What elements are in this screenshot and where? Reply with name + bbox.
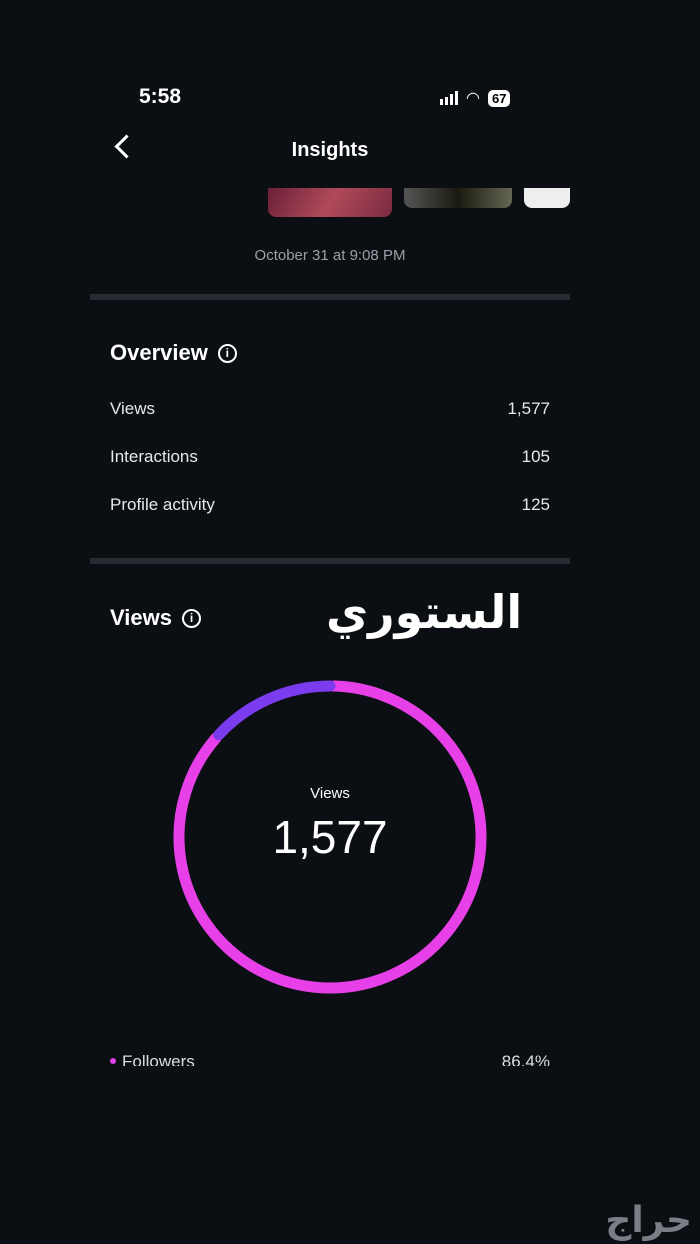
views-title: Views i <box>110 605 201 631</box>
info-icon[interactable]: i <box>181 609 201 628</box>
donut-segment-0 <box>173 680 487 994</box>
divider <box>90 558 570 564</box>
divider <box>90 294 570 300</box>
overview-row: Views 1,577 <box>110 399 550 418</box>
donut-center-value: 1,577 <box>272 811 388 863</box>
overview-title: Overview i <box>110 340 237 366</box>
status-time: 5:58 <box>139 85 182 108</box>
watermark-logo: حراج <box>605 1200 692 1241</box>
story-thumbnail[interactable] <box>268 188 392 217</box>
signal-icon <box>440 91 458 105</box>
info-icon[interactable]: i <box>217 344 237 363</box>
battery-icon: 67 <box>487 89 511 107</box>
legend-dot <box>110 1058 116 1064</box>
page-title: Insights <box>291 139 369 161</box>
story-thumbnail[interactable] <box>404 188 512 208</box>
story-date: October 31 at 9:08 PM <box>254 247 406 264</box>
donut-center-label: Views <box>310 785 350 802</box>
legend-item-followers: Followers 86.4% <box>110 1052 550 1066</box>
overview-row: Profile activity 125 <box>110 495 550 514</box>
donut-segment-1 <box>213 680 336 741</box>
overview-row: Interactions 105 <box>110 447 550 466</box>
status-icons: ◠ 67 <box>440 88 511 108</box>
overlay-text: الستوري <box>326 585 523 639</box>
story-thumbnail[interactable] <box>524 188 570 208</box>
wifi-icon: ◠ <box>466 90 480 107</box>
